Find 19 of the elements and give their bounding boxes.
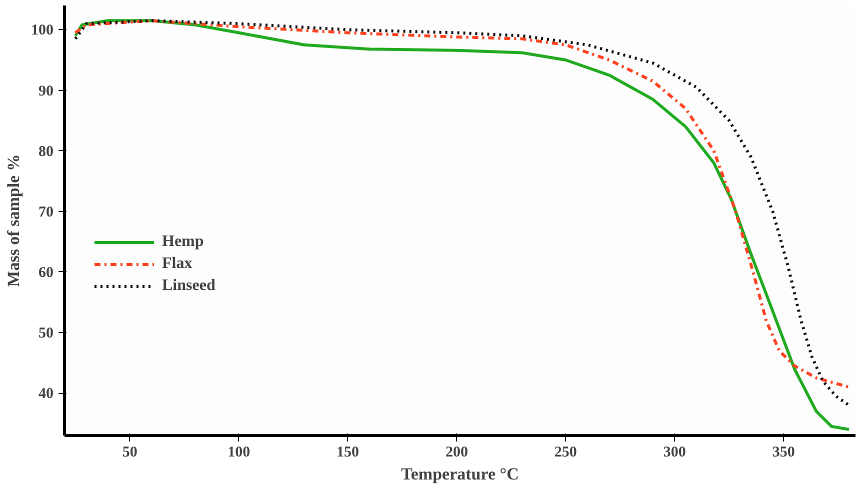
y-tick-label: 40	[38, 386, 54, 402]
x-tick-label: 200	[445, 444, 468, 460]
x-tick-label: 250	[554, 444, 577, 460]
legend-label: Flax	[162, 255, 192, 273]
legend-label: Hemp	[162, 233, 204, 251]
y-tick-label: 80	[38, 144, 54, 160]
y-tick-label: 100	[31, 22, 54, 39]
x-tick-label: 50	[122, 444, 138, 460]
x-tick-label: 350	[772, 444, 795, 460]
y-tick-label: 50	[38, 326, 54, 342]
legend-label: Linseed	[162, 277, 216, 295]
x-tick-label: 150	[336, 444, 360, 460]
x-tick-label: 100	[228, 444, 250, 460]
x-tick-label: 300	[663, 444, 686, 460]
y-tick-label: 70	[38, 204, 54, 220]
x-axis-title: Temperature °C	[401, 464, 519, 484]
y-tick-label: 90	[38, 83, 54, 100]
y-axis-title: Mass of sample %	[4, 154, 23, 287]
y-tick-label: 60	[38, 264, 54, 281]
